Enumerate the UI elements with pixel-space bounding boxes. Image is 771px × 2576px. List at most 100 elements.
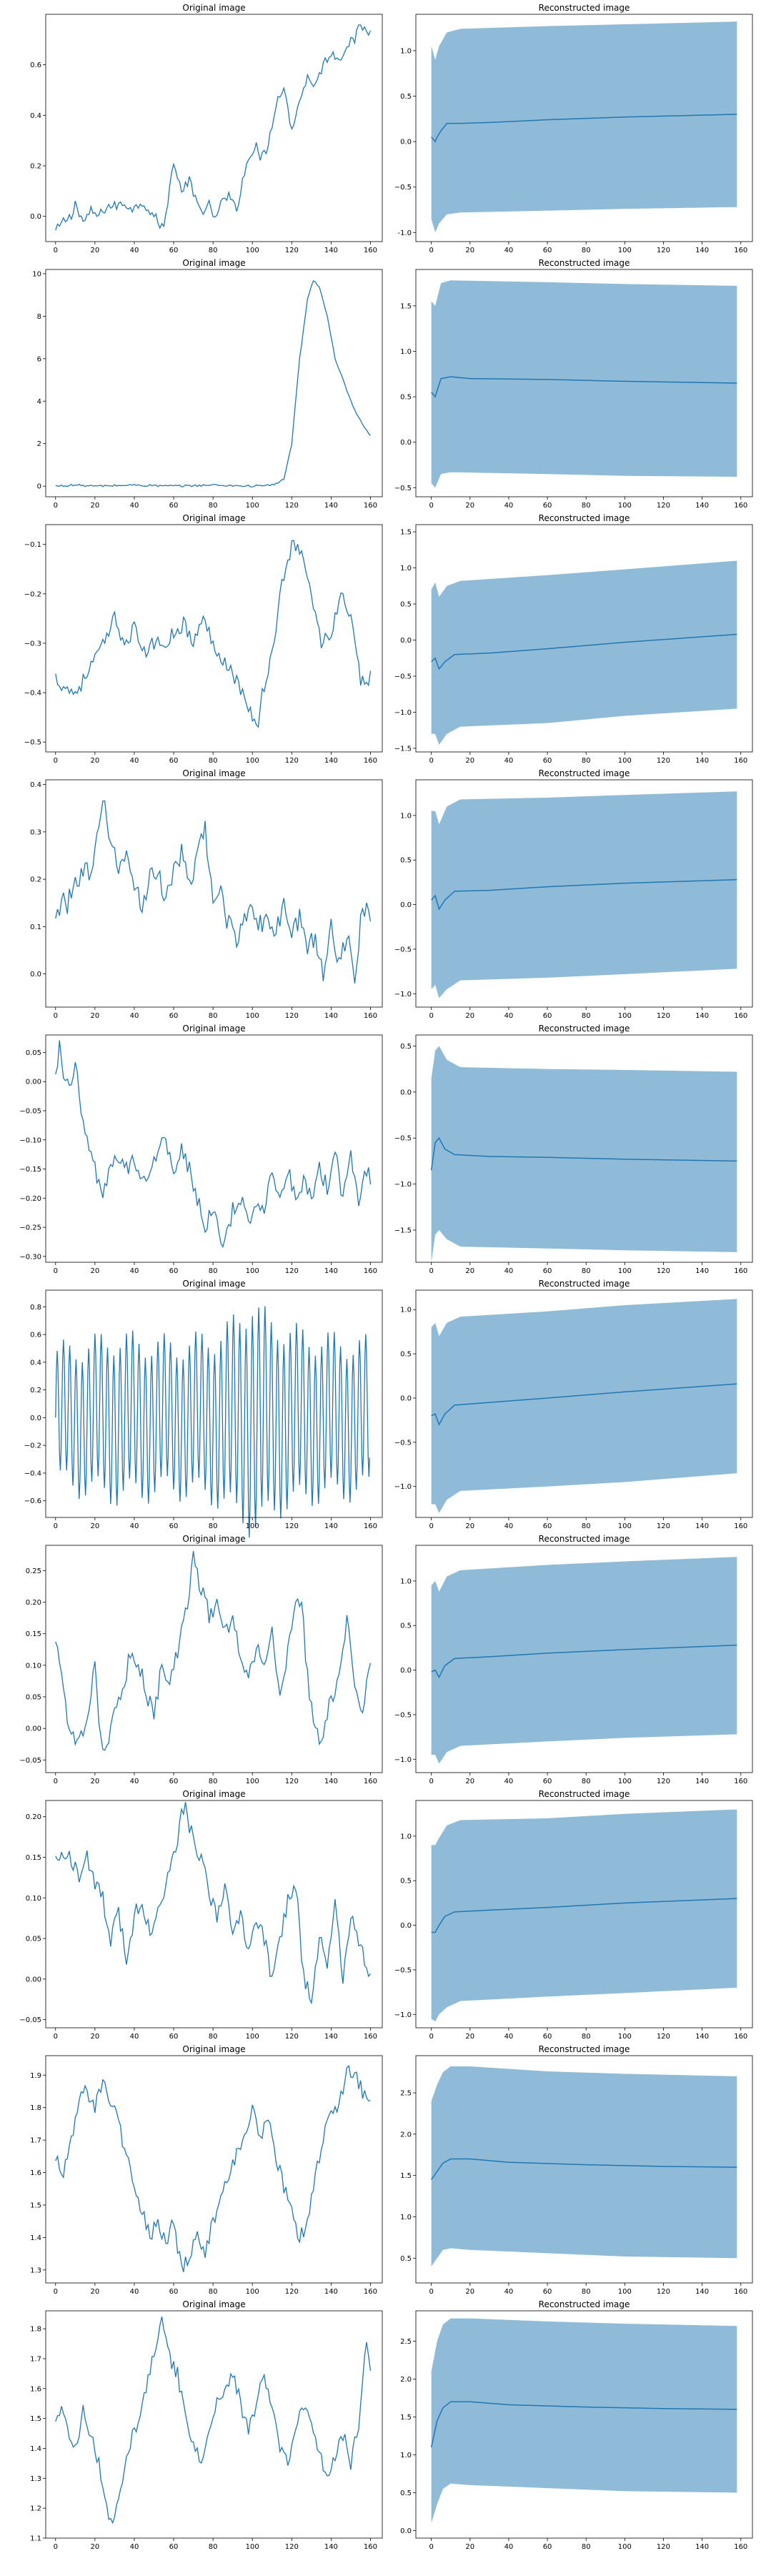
x-tick-label: 0 xyxy=(54,1778,58,1785)
x-tick-label: 120 xyxy=(657,757,670,765)
x-tick-label: 120 xyxy=(657,2543,670,2551)
x-tick-label: 20 xyxy=(90,1012,99,1020)
y-tick-label: −0.25 xyxy=(19,1224,41,1232)
axes-frame xyxy=(45,2310,383,2539)
y-tick-label: 1.5 xyxy=(30,2415,41,2423)
y-tick-label: 4 xyxy=(37,398,41,406)
x-tick-label: 0 xyxy=(429,2288,433,2296)
y-tick-label: 0.5 xyxy=(400,1623,412,1630)
x-tick-label: 0 xyxy=(429,247,433,254)
y-tick-label: −0.5 xyxy=(24,739,41,747)
x-tick-label: 140 xyxy=(695,247,709,254)
x-tick-label: 160 xyxy=(734,2543,747,2551)
y-tick-label: 0.5 xyxy=(400,601,412,609)
x-tick-label: 20 xyxy=(465,2543,474,2551)
y-tick-label: 0.0 xyxy=(400,1922,412,1930)
x-tick-label: 80 xyxy=(209,1267,218,1275)
y-tick-label: 0.2 xyxy=(30,163,41,171)
x-tick-label: 140 xyxy=(324,1012,338,1020)
x-tick-label: 100 xyxy=(246,502,259,510)
y-tick-label: 0.3 xyxy=(30,828,41,836)
uncertainty-band xyxy=(431,2318,737,2523)
x-tick-label: 80 xyxy=(582,2543,591,2551)
x-tick-label: 160 xyxy=(734,1267,747,1275)
x-tick-label: 140 xyxy=(324,502,338,510)
x-tick-label: 40 xyxy=(130,757,139,765)
x-tick-label: 20 xyxy=(90,247,99,254)
left-chart-1: Original image 0 20 40 60 80 100 120 140 160 0 2 4 6 8… xyxy=(32,258,383,510)
x-tick-label: 120 xyxy=(285,2543,299,2551)
y-tick-label: −0.05 xyxy=(19,1757,41,1765)
x-tick-label: 60 xyxy=(543,757,552,765)
x-tick-label: 0 xyxy=(54,1522,58,1530)
y-tick-label: 0.2 xyxy=(30,876,41,884)
y-tick-label: 0.05 xyxy=(26,1694,41,1702)
x-tick-label: 0 xyxy=(54,2288,58,2296)
left-chart-8: Original image 0 20 40 60 80 100 120 140 160 1.3 1.… xyxy=(30,2044,383,2296)
y-tick-label: 0.5 xyxy=(400,1351,412,1359)
x-tick-label: 160 xyxy=(364,2543,377,2551)
x-tick-label: 80 xyxy=(209,1012,218,1020)
y-tick-label: −0.5 xyxy=(394,485,412,492)
x-tick-label: 100 xyxy=(618,2033,632,2041)
x-tick-label: 40 xyxy=(130,2543,139,2551)
uncertainty-band xyxy=(431,791,737,999)
series-line xyxy=(55,800,372,984)
y-tick-label: 0.00 xyxy=(26,1725,41,1733)
x-tick-label: 20 xyxy=(90,2543,99,2551)
y-tick-label: −1.0 xyxy=(394,991,412,999)
x-tick-label: 0 xyxy=(54,757,58,765)
x-tick-label: 120 xyxy=(285,2288,299,2296)
x-tick-label: 140 xyxy=(695,2288,709,2296)
x-tick-label: 60 xyxy=(169,1012,179,1020)
x-tick-label: 120 xyxy=(657,1012,670,1020)
x-tick-label: 80 xyxy=(582,1012,591,1020)
x-tick-label: 100 xyxy=(618,1267,632,1275)
x-tick-label: 140 xyxy=(324,2033,338,2041)
y-tick-label: −1.5 xyxy=(394,745,412,753)
series-line xyxy=(55,2064,371,2272)
x-tick-label: 60 xyxy=(543,1522,552,1530)
uncertainty-band xyxy=(431,1557,737,1764)
x-tick-label: 20 xyxy=(465,502,474,510)
x-tick-label: 20 xyxy=(465,1267,474,1275)
axes-frame xyxy=(45,1545,383,1773)
y-tick-label: −0.15 xyxy=(19,1166,41,1174)
x-tick-label: 120 xyxy=(285,757,299,765)
x-tick-label: 80 xyxy=(582,1267,591,1275)
x-tick-label: 120 xyxy=(657,1267,670,1275)
y-tick-label: 0.0 xyxy=(400,2527,412,2535)
x-tick-label: 100 xyxy=(618,1778,632,1785)
x-tick-label: 60 xyxy=(543,1267,552,1275)
axes-frame xyxy=(415,2055,753,2284)
x-tick-label: 60 xyxy=(543,502,552,510)
x-tick-label: 0 xyxy=(54,502,58,510)
y-tick-label: 1.0 xyxy=(400,812,412,820)
chart-title: Original image xyxy=(182,1024,245,1034)
x-tick-label: 120 xyxy=(657,2033,670,2041)
y-tick-label: 10 xyxy=(32,270,41,278)
x-tick-label: 0 xyxy=(54,1267,58,1275)
series-line xyxy=(55,1040,372,1249)
x-tick-label: 120 xyxy=(285,247,299,254)
x-tick-label: 140 xyxy=(695,1778,709,1785)
x-tick-label: 60 xyxy=(543,2033,552,2041)
x-tick-label: 60 xyxy=(543,1012,552,1020)
x-tick-label: 0 xyxy=(429,1267,433,1275)
x-tick-label: 100 xyxy=(246,1267,259,1275)
y-tick-label: 1.6 xyxy=(30,2169,41,2177)
x-tick-label: 140 xyxy=(695,2033,709,2041)
x-tick-label: 100 xyxy=(618,757,632,765)
y-tick-label: 1.3 xyxy=(30,2475,41,2483)
x-tick-label: 140 xyxy=(695,2543,709,2551)
series-line xyxy=(55,2317,372,2525)
axes-frame xyxy=(45,524,383,753)
x-tick-label: 140 xyxy=(324,247,338,254)
y-tick-label: 1.9 xyxy=(30,2072,41,2080)
x-tick-label: 80 xyxy=(582,502,591,510)
y-tick-label: 0.10 xyxy=(26,1662,41,1670)
x-tick-label: 120 xyxy=(657,2288,670,2296)
x-tick-label: 40 xyxy=(130,247,139,254)
x-tick-label: 40 xyxy=(504,2288,514,2296)
